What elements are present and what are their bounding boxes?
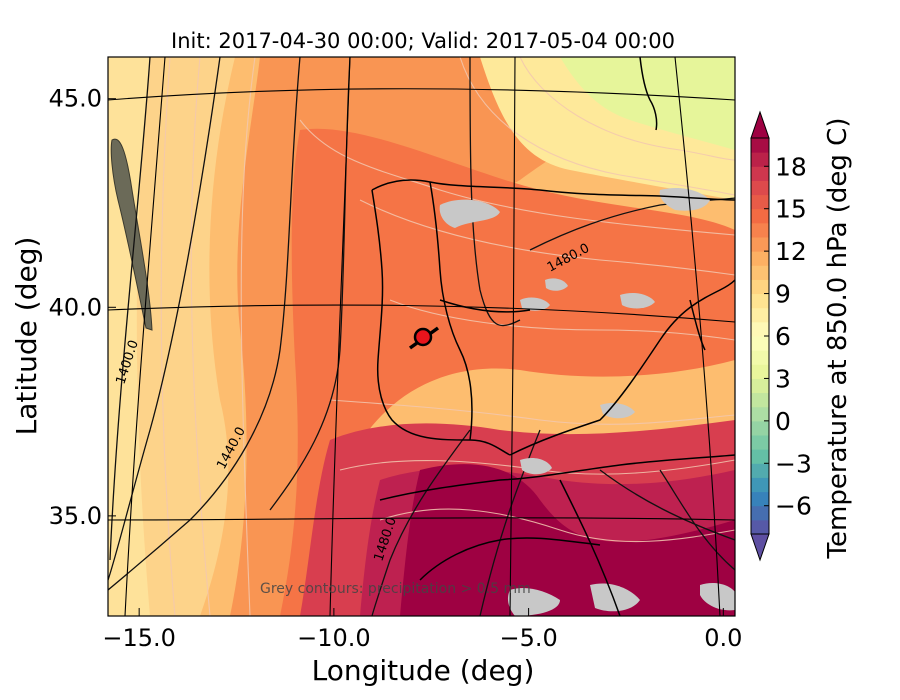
- location-marker: [408, 326, 440, 350]
- coastlines: [371, 57, 735, 616]
- y-tick-label: 45.0: [49, 85, 102, 113]
- x-tick-label: 0.0: [704, 624, 742, 652]
- colorbar-band: [751, 449, 769, 464]
- colorbar-band: [751, 265, 769, 280]
- colorbar-tick-label: −3: [775, 449, 812, 478]
- colorbar-extend-top: [750, 110, 770, 139]
- colorbar-band: [751, 222, 769, 238]
- graticule: [108, 57, 735, 616]
- colorbar-tick-label: 9: [775, 280, 791, 309]
- colorbar-band: [751, 350, 769, 365]
- map-title: Init: 2017-04-30 00:00; Valid: 2017-05-0…: [171, 29, 675, 53]
- colorbar-band: [751, 166, 769, 181]
- colorbar-tick-label: 0: [775, 407, 791, 436]
- x-axis-ticks: −15.0 −10.0 −5.0 0.0: [102, 608, 742, 652]
- colorbar-band: [751, 406, 769, 422]
- precipitation-patches: [439, 188, 735, 616]
- colorbar-band: [751, 364, 769, 379]
- precip-annotation: Grey contours: precipitation > 0.5 mm: [260, 581, 531, 597]
- colorbar-band: [751, 505, 769, 521]
- map-frame: [107, 56, 736, 617]
- x-tick-label: −10.0: [297, 624, 371, 652]
- terrain-feature: [110, 138, 153, 331]
- colorbar-band: [751, 237, 769, 252]
- temperature-field: [108, 57, 735, 616]
- y-axis-ticks: 35.0 40.0 45.0: [49, 85, 116, 530]
- colorbar-band: [751, 378, 769, 394]
- colorbar-band: [751, 293, 769, 309]
- colorbar-band: [751, 194, 769, 210]
- colorbar-band: [751, 152, 769, 167]
- colorbar-tick-label: 12: [775, 237, 807, 266]
- colorbar-band: [751, 208, 769, 224]
- colorbar-band: [751, 336, 769, 351]
- colorbar-band: [751, 420, 769, 436]
- colorbar-ticks: −6 −3 0 3 6 9 12 15 18: [764, 152, 812, 521]
- colorbar-band: [751, 463, 769, 478]
- colorbar-tick-label: 6: [775, 322, 791, 351]
- colorbar-bands: [751, 138, 769, 535]
- colorbar-tick-label: 18: [775, 152, 807, 181]
- colorbar-band: [751, 392, 769, 408]
- colorbar-tick-label: 15: [775, 195, 807, 224]
- colorbar-band: [751, 321, 769, 337]
- colorbar-tick-label: −6: [775, 492, 812, 521]
- colorbar-band: [751, 251, 769, 266]
- colorbar-band: [751, 491, 769, 507]
- y-axis-label: Latitude (deg): [10, 237, 43, 436]
- colorbar-extend-bottom: [750, 533, 770, 562]
- colorbar-band: [751, 477, 769, 493]
- colorbar-band: [751, 435, 769, 450]
- colorbar-tick-label: 3: [775, 364, 791, 393]
- colorbar-band: [751, 519, 769, 535]
- y-tick-label: 40.0: [49, 293, 102, 321]
- colorbar-band: [751, 279, 769, 295]
- colorbar-band: [751, 138, 769, 153]
- colorbar-band: [751, 307, 769, 323]
- y-tick-label: 35.0: [49, 502, 102, 530]
- x-tick-label: −5.0: [499, 624, 557, 652]
- x-tick-label: −15.0: [102, 624, 176, 652]
- x-axis-label: Longitude (deg): [312, 654, 535, 687]
- colorbar-label: Temperature at 850.0 hPa (deg C): [823, 118, 853, 560]
- colorbar: −6 −3 0 3 6 9 12 15 18 Temperature at 850.0 hPa …: [750, 110, 853, 562]
- colorbar-band: [751, 180, 769, 196]
